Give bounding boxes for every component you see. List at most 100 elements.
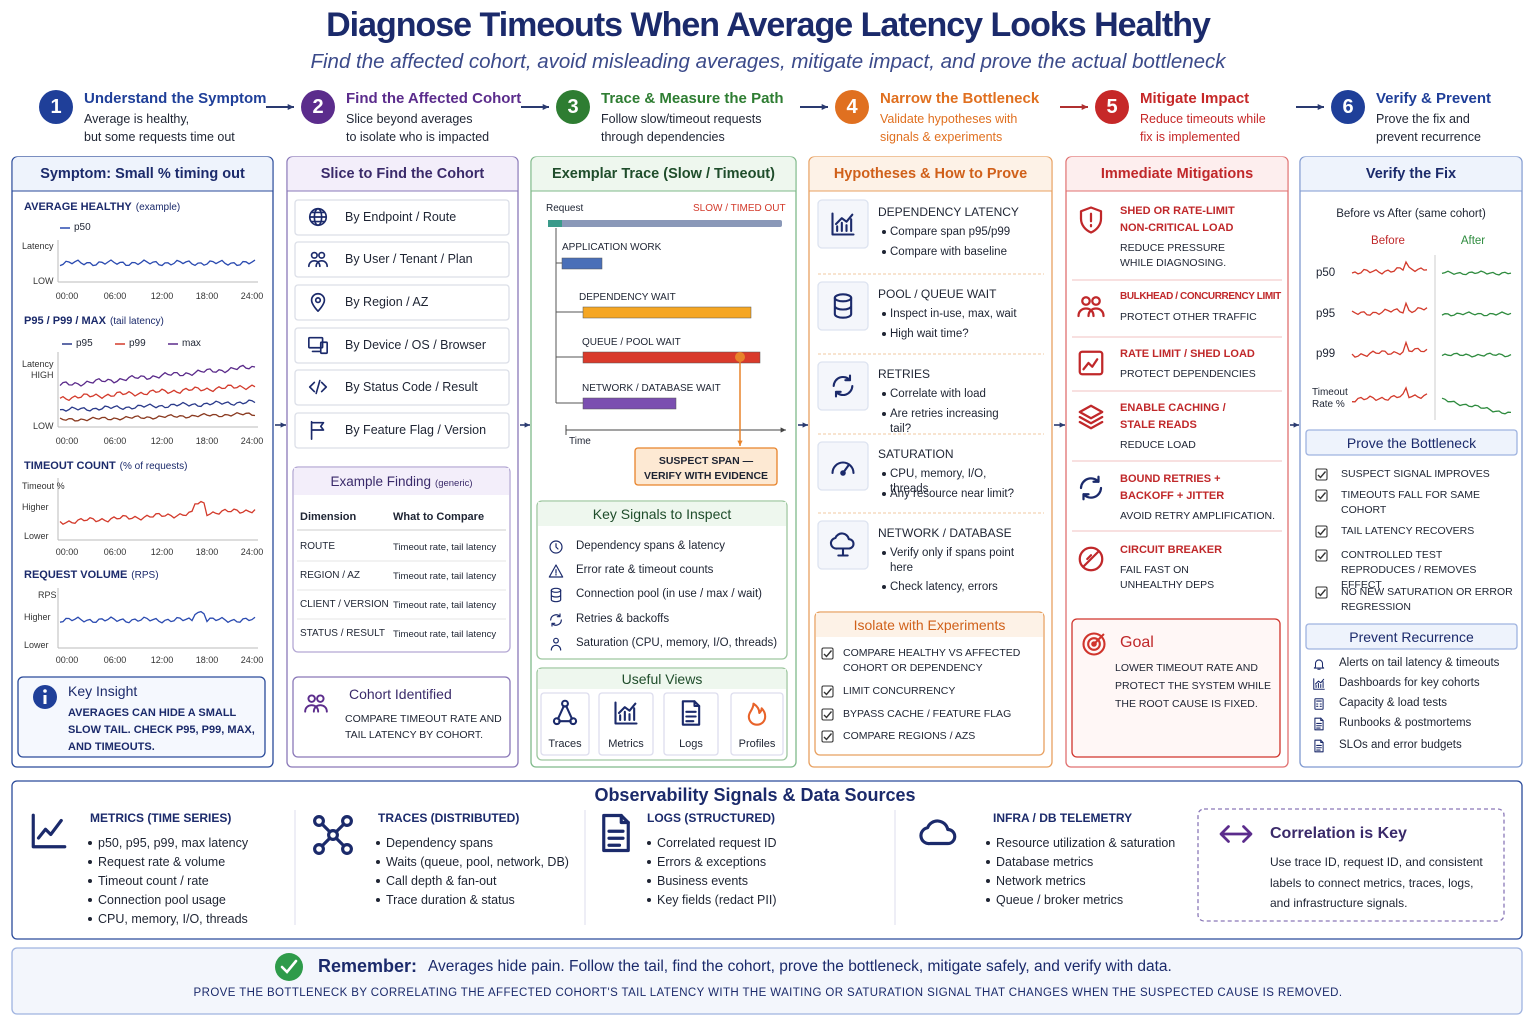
experiments-title: Isolate with Experiments — [853, 617, 1006, 633]
axis-label: LOW — [33, 421, 54, 431]
panel-header — [531, 157, 796, 191]
icon — [1079, 475, 1103, 501]
step-badge — [1331, 90, 1365, 124]
arrow-head — [821, 103, 828, 111]
checkbox — [1315, 489, 1328, 502]
bullet — [647, 841, 651, 845]
group-item: Queue / broker metrics — [996, 893, 1124, 907]
icon — [1313, 678, 1325, 690]
mitigation-text: REDUCE LOAD — [1120, 439, 1196, 451]
axis-label: Lower — [24, 531, 49, 541]
x-tick-label: 00:00 — [55, 547, 79, 557]
check-mark — [1317, 552, 1327, 560]
slice-row — [294, 241, 510, 278]
row-label: p50 — [1316, 267, 1336, 279]
step-title: Verify & Prevent — [1376, 90, 1492, 107]
hypothesis-title: SATURATION — [878, 447, 954, 461]
comparison-title: Before vs After (same cohort) — [1336, 208, 1486, 220]
group-item: Database metrics — [996, 855, 1094, 869]
trend-line — [59, 259, 256, 267]
signals-title: Key Signals to Inspect — [592, 506, 732, 522]
x-tick-label: 00:00 — [55, 436, 79, 446]
identified-title: Cohort Identified — [349, 686, 452, 702]
mitigation-text: AVOID RETRY AMPLIFICATION. — [1120, 510, 1276, 522]
mitigation-text: PROTECT OTHER TRAFFIC — [1120, 311, 1257, 323]
step-number: 6 — [1342, 96, 1354, 118]
x-tick-label: 12:00 — [150, 291, 174, 301]
signal-item: Error rate & timeout counts — [576, 564, 714, 576]
icon-shape — [607, 813, 630, 847]
group-item: Resource utilization & saturation — [996, 836, 1176, 850]
step-number: 3 — [567, 96, 579, 118]
icon-shape — [832, 374, 854, 398]
axis-label: Latency — [22, 359, 54, 369]
arrow-head — [1081, 103, 1088, 111]
hypothesis-title: NETWORK / DATABASE — [878, 526, 1012, 540]
hypothesis-icon-box — [817, 520, 869, 570]
trend-line — [1351, 340, 1428, 358]
mitigation-title: BULKHEAD / CONCURRENCY LIMIT — [1120, 291, 1281, 302]
prove-item: SUSPECT SIGNAL IMPROVES — [1341, 468, 1490, 480]
span-label: QUEUE / POOL WAIT — [582, 337, 681, 348]
bullet — [88, 898, 92, 902]
x-tick-label: 24:00 — [240, 547, 264, 557]
icon-shape — [1078, 415, 1104, 430]
icon-shape — [308, 260, 328, 268]
row-label: p99 — [1316, 348, 1336, 360]
checkbox — [1315, 586, 1328, 599]
mitigation-title: CIRCUIT BREAKER — [1120, 544, 1223, 556]
group-item: p50, p95, p99, max latency — [98, 836, 249, 850]
hypothesis-bullet: Compare span p95/p99 — [890, 226, 1011, 238]
hypothesis-bullet: Check latency, errors — [890, 581, 998, 593]
correlation-box — [1197, 808, 1505, 922]
icon-shape — [1078, 350, 1104, 376]
remember-text: Averages hide pain. Follow the tail, fin… — [428, 958, 1172, 975]
icon-shape — [1078, 546, 1104, 572]
icon — [614, 701, 638, 725]
icon — [308, 379, 328, 395]
group-item: Key fields (redact PII) — [657, 893, 777, 907]
check-mark — [1317, 528, 1327, 536]
bullet — [376, 898, 380, 902]
panel-title: Verify the Fix — [1365, 166, 1457, 182]
panel-title: Slice to Find the Cohort — [320, 166, 485, 182]
icon — [1078, 404, 1104, 430]
label-part: TIMEOUT COUNT — [24, 460, 116, 472]
span-label: DEPENDENCY WAIT — [579, 292, 676, 303]
x-tick-label: 06:00 — [103, 655, 127, 665]
suspect-box — [634, 447, 778, 486]
icon-shape — [1082, 358, 1099, 371]
experiments-header — [816, 613, 1043, 637]
label-part: P95 / P99 / MAX — [24, 315, 106, 327]
chart-title: REQUEST VOLUME (RPS) — [24, 569, 159, 582]
icon — [1314, 739, 1324, 753]
trend-line — [59, 610, 256, 624]
icon — [831, 461, 855, 476]
prevent-item: SLOs and error budgets — [1339, 739, 1462, 751]
hypothesis-title: DEPENDENCY LATENCY — [878, 205, 1019, 219]
section-title: Prevent Recurrence — [1349, 629, 1474, 645]
trend-line — [1441, 311, 1512, 317]
prove-item: CONTROLLED TEST REPRODUCES / REMOVES EFF… — [1341, 549, 1477, 591]
icon — [1314, 717, 1324, 731]
finding-header — [294, 468, 509, 495]
icon — [304, 694, 328, 713]
title: Diagnose Timeouts When Average Latency L… — [326, 6, 1211, 44]
request-bar-start — [548, 220, 562, 227]
icon — [602, 813, 630, 853]
icon-shape — [556, 704, 574, 723]
icon-shape — [833, 296, 853, 319]
icon — [31, 813, 67, 849]
icon-shape — [308, 379, 328, 395]
axis-label: Higher — [24, 612, 51, 622]
label-part: (% of requests) — [119, 461, 188, 472]
trend-line — [1441, 352, 1512, 358]
chart-title: AVERAGE HEALTHY (example) — [24, 201, 180, 214]
label-part: (RPS) — [131, 570, 159, 581]
icon-shape — [318, 251, 326, 259]
icon-shape — [550, 644, 562, 651]
suspect-text: VERIFY WITH EVIDENCE — [643, 470, 769, 482]
checkbox — [1315, 549, 1328, 562]
prevent-item: Capacity & load tests — [1339, 697, 1448, 709]
request-bar — [548, 220, 782, 227]
